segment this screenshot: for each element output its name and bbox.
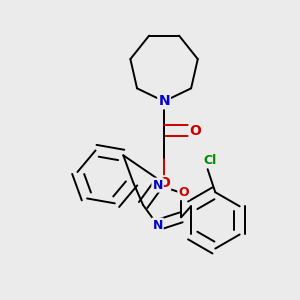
Text: O: O: [178, 186, 189, 199]
Text: N: N: [152, 178, 163, 192]
Text: O: O: [158, 176, 170, 190]
Text: N: N: [158, 94, 170, 108]
Text: O: O: [190, 124, 202, 138]
Text: Cl: Cl: [203, 154, 217, 167]
Text: N: N: [152, 218, 163, 232]
